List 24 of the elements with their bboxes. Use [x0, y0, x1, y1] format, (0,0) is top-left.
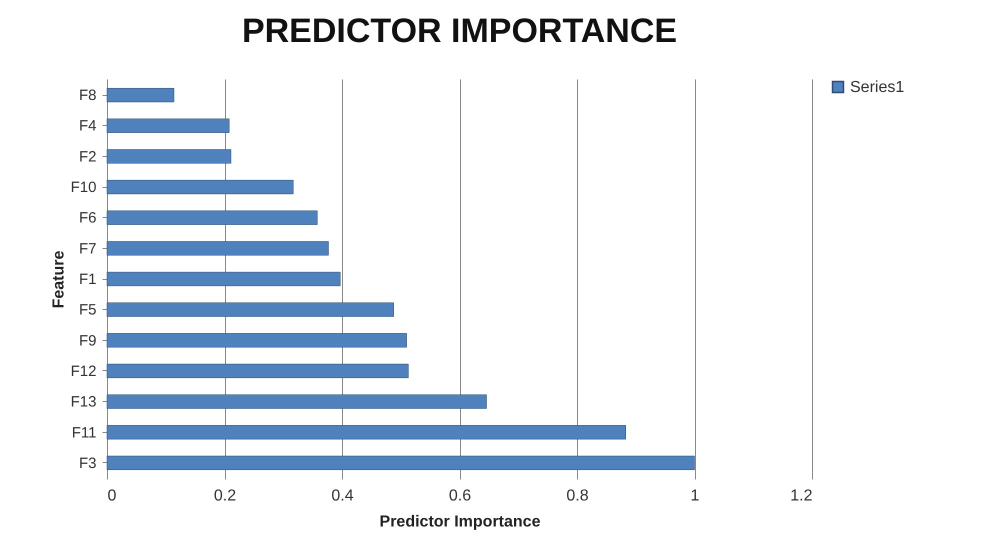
- y-tick-label: F11: [72, 424, 96, 442]
- y-axis-title: Feature: [50, 250, 68, 308]
- x-tick-label: 0: [108, 488, 116, 504]
- y-tick-label: F9: [78, 332, 96, 350]
- y-tick-label: F3: [78, 454, 96, 472]
- y-tick-label: F7: [78, 240, 96, 258]
- y-tick-label: F5: [78, 302, 96, 319]
- x-tick-label: 0.2: [214, 488, 236, 504]
- x-axis-title: Predictor Importance: [380, 514, 541, 530]
- x-tick-label: 1: [690, 488, 700, 504]
- y-tick-label: F10: [70, 179, 96, 196]
- y-tick-label: F8: [78, 87, 96, 104]
- y-tick-label: F6: [78, 210, 96, 227]
- y-tick-label: F1: [78, 271, 96, 288]
- y-tick-label: F12: [70, 362, 96, 380]
- legend-label: Series1: [850, 79, 904, 96]
- x-tick-label: 0.6: [448, 488, 472, 504]
- x-tick-label: 1.2: [790, 488, 813, 504]
- y-tick-label: F13: [70, 394, 96, 411]
- y-tick-label: F2: [78, 148, 96, 166]
- chart-title: PREDICTOR IMPORTANCE: [242, 12, 678, 50]
- x-tick-label: 0.8: [566, 488, 589, 504]
- x-tick-label: 0.4: [331, 488, 354, 504]
- y-tick-label: F4: [78, 118, 96, 135]
